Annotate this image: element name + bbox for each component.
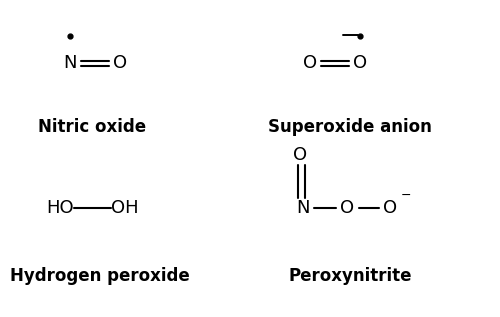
Text: Peroxynitrite: Peroxynitrite	[288, 267, 412, 285]
Text: HO: HO	[46, 199, 74, 217]
Text: N: N	[296, 199, 309, 217]
Text: O: O	[383, 199, 397, 217]
Text: Hydrogen peroxide: Hydrogen peroxide	[10, 267, 190, 285]
Text: N: N	[63, 55, 77, 72]
Text: Nitric oxide: Nitric oxide	[38, 118, 146, 136]
Text: OH: OH	[111, 199, 139, 217]
Text: −: −	[401, 189, 411, 202]
Text: O: O	[353, 55, 367, 72]
Text: O: O	[340, 199, 354, 217]
Text: O: O	[293, 146, 307, 164]
Text: O: O	[303, 55, 317, 72]
Text: Superoxide anion: Superoxide anion	[268, 118, 432, 136]
Text: O: O	[113, 55, 127, 72]
